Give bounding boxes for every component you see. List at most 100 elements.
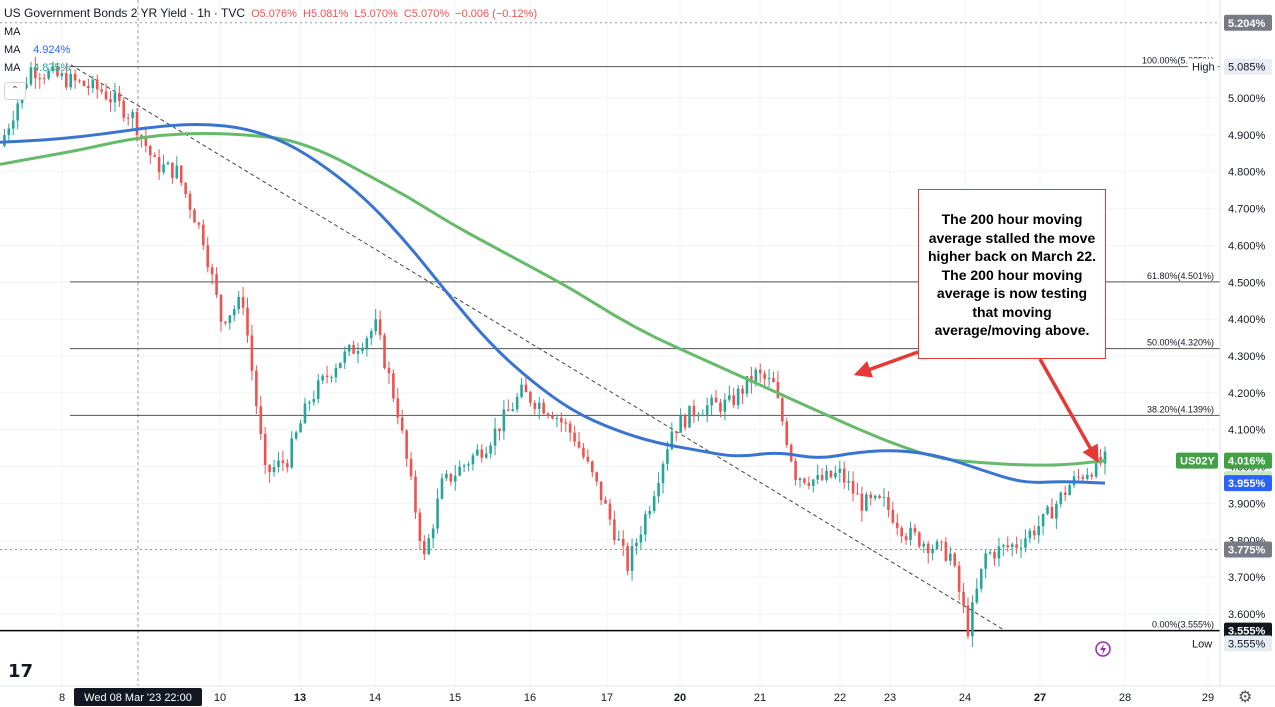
candle-body (91, 79, 95, 89)
candle-body (210, 267, 214, 275)
candle-body (604, 500, 607, 504)
candle-body (449, 473, 453, 482)
price-axis[interactable] (1220, 0, 1275, 707)
candle-body (719, 402, 722, 412)
candle-body (135, 112, 139, 136)
candle-body (1002, 545, 1005, 547)
candle-body (171, 162, 174, 178)
candle-body (825, 470, 828, 480)
candle-body (714, 397, 718, 403)
candle-body (56, 66, 59, 76)
candle-body (652, 496, 656, 511)
high-value: H5.081% (303, 8, 349, 20)
candle-body (847, 481, 850, 483)
candle-body (232, 309, 236, 316)
candle-body (829, 470, 833, 478)
candle-body (272, 467, 276, 473)
candle-body (113, 93, 117, 103)
candle-body (228, 315, 232, 324)
candle-body (688, 405, 691, 428)
candle-body (197, 222, 201, 225)
candle-body (971, 602, 974, 637)
candle-body (352, 344, 355, 354)
x-tick-label: 22 (834, 692, 846, 704)
candle-body (215, 274, 218, 295)
candle-body (728, 395, 731, 400)
candle-body (949, 553, 952, 561)
symbol-title[interactable]: US Government Bonds 2 YR Yield · 1h · TV… (4, 6, 246, 20)
candle-body (179, 165, 183, 183)
candle-body (590, 461, 594, 473)
candle-body (811, 479, 815, 486)
candle-body (617, 539, 621, 541)
candle-body (957, 565, 961, 592)
candle-body (542, 402, 545, 414)
candle-body (891, 509, 895, 523)
candle-body (546, 413, 550, 416)
candle-body (489, 445, 492, 454)
candle-body (1024, 538, 1027, 548)
candle-body (657, 483, 660, 497)
candle-body (162, 164, 165, 173)
candle-body (683, 415, 687, 428)
x-tick-label: 8 (59, 692, 65, 704)
candle-body (524, 384, 528, 393)
candle-body (869, 494, 873, 499)
price-tag-label: 5.085% (1228, 62, 1266, 74)
candle-body (979, 568, 983, 589)
ma-row-2[interactable]: MA 4.924% (4, 41, 537, 59)
price-tag (1188, 635, 1218, 652)
event-lightning-icon[interactable] (1095, 641, 1111, 657)
candle-body (953, 553, 957, 566)
candle-body (392, 373, 395, 399)
annotation-box[interactable]: The 200 hour moving average stalled the … (918, 189, 1106, 359)
candle-body (480, 449, 484, 458)
fib-level-label: 100.00%(5.085%) (1142, 56, 1214, 66)
candle-body (42, 78, 46, 80)
candle-body (608, 503, 612, 520)
ma100-line[interactable] (0, 122, 1106, 485)
ma-row-1[interactable]: MA (4, 23, 537, 41)
candle-body (3, 135, 6, 146)
candle-body (440, 478, 444, 499)
candle-body (109, 99, 112, 103)
candle-body (533, 402, 537, 409)
candle-body (639, 534, 643, 543)
candle-body (7, 128, 11, 136)
candle-body (750, 375, 753, 383)
x-tick-label: 16 (524, 692, 536, 704)
candle-body (224, 321, 227, 324)
chart-legend: US Government Bonds 2 YR Yield · 1h · TV… (4, 4, 537, 77)
candle-body (325, 375, 329, 378)
candle-body (1041, 513, 1045, 527)
candle-body (122, 100, 126, 118)
candle-body (453, 475, 457, 482)
x-tick-label: 13 (294, 692, 306, 704)
candle-body (484, 453, 488, 458)
candle-body (502, 409, 506, 432)
time-axis[interactable] (0, 686, 1220, 707)
ma-label: MA (4, 44, 21, 56)
candle-body (767, 378, 771, 380)
candle-body (882, 497, 886, 499)
candle-body (723, 399, 727, 412)
candle-body (666, 449, 669, 464)
candle-body (1015, 544, 1018, 548)
gear-icon[interactable]: ⚙ (1238, 687, 1253, 706)
candle-body (431, 528, 435, 539)
y-tick-label: 5.000% (1228, 93, 1266, 105)
candle-body (997, 546, 1001, 559)
ma-row-3[interactable]: MA 4.875% (4, 59, 537, 77)
candle-body (560, 418, 563, 423)
candle-body (1063, 492, 1067, 496)
candle-body (1028, 530, 1032, 539)
candle-body (316, 380, 320, 400)
trendline[interactable] (70, 64, 1006, 632)
candle-body (361, 348, 364, 352)
tradingview-logo-icon[interactable]: 17 (8, 661, 34, 682)
candle-body (515, 396, 519, 410)
candle-body (674, 431, 678, 433)
collapse-legend-chevron-icon[interactable]: ⌃ (4, 82, 26, 100)
candle-body (573, 432, 576, 442)
ma200-line[interactable] (0, 131, 1106, 467)
